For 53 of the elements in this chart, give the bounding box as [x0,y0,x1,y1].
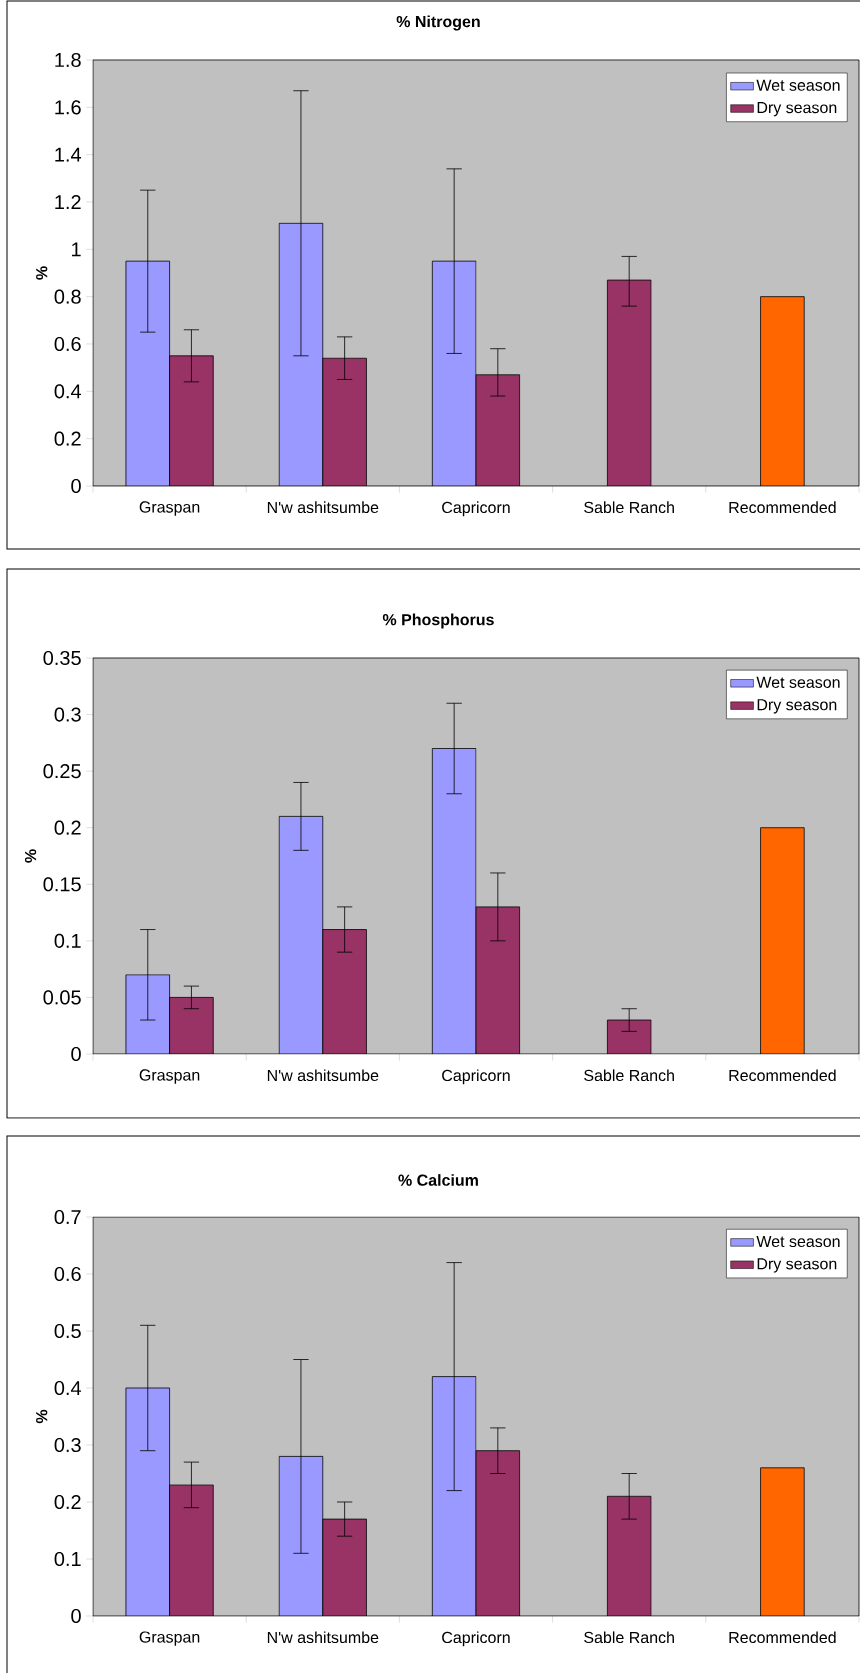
y-tick-label: 1.2 [55,194,81,209]
y-tick-label: 1 [72,242,81,257]
chart-title: % Phosphorus [382,613,494,629]
chart-title: % Calcium [398,1174,478,1186]
y-tick-label: 0.4 [54,1380,82,1396]
legend-label: Dry season [757,699,837,714]
legend-label: Dry season [757,102,837,117]
y-tick-label: 0.4 [54,384,82,399]
y-tick-label: 0.15 [43,877,81,892]
legend-label: Wet season [756,1235,840,1248]
x-tick-label: Capricorn [442,501,510,517]
legend-label: Wet season [756,79,840,91]
y-tick-label: 0.6 [54,336,81,352]
x-tick-label: Capricorn [442,1631,510,1647]
x-tick-label: Sable Ranch [584,1631,674,1644]
y-tick-label: 0.8 [54,289,81,304]
x-tick-label: Recommended [729,1631,836,1644]
y-tick-label: 0.3 [54,1437,81,1453]
legend-label: Dry season [757,1258,837,1273]
y-tick-label: 0 [71,1608,81,1624]
x-tick-label: Sable Ranch [584,1069,674,1082]
y-axis-title: % [24,849,37,863]
chart-title: % Nitrogen [396,15,480,31]
y-tick-label: 0.1 [54,933,81,948]
x-tick-label: Sable Ranch [584,501,674,514]
y-tick-label: 0.2 [54,431,81,446]
x-tick-label: Recommended [729,1069,836,1082]
y-tick-label: 0.3 [54,707,81,722]
y-tick-label: 1.8 [55,52,81,68]
x-tick-label: N'w ashitsumbe [267,1631,379,1644]
y-tick-label: 0.6 [54,1266,81,1282]
x-tick-label: Graspan [139,501,200,516]
y-axis-title: % [36,1409,48,1424]
y-tick-label: 1.6 [55,100,81,115]
y-tick-label: 0.7 [54,1209,81,1225]
y-tick-label: 1.4 [55,147,82,162]
x-tick-label: N'w ashitsumbe [267,501,379,514]
y-tick-label: 0.1 [54,1551,81,1567]
y-tick-label: 0.35 [43,650,81,666]
y-tick-label: 0.25 [43,764,81,779]
y-tick-label: 0 [71,1046,81,1062]
y-axis-title: % [36,266,48,280]
y-tick-label: 0.05 [43,990,81,1005]
legend-label: Wet season [756,676,840,688]
x-tick-label: Recommended [729,501,836,514]
y-tick-label: 0.2 [54,820,81,835]
x-tick-label: Graspan [139,1069,200,1084]
x-tick-label: Capricorn [442,1069,510,1085]
y-tick-label: 0.2 [54,1494,81,1510]
y-tick-label: 0 [71,478,81,494]
y-tick-label: 0.5 [54,1323,81,1339]
x-tick-label: Graspan [139,1631,200,1646]
x-tick-label: N'w ashitsumbe [267,1069,379,1082]
